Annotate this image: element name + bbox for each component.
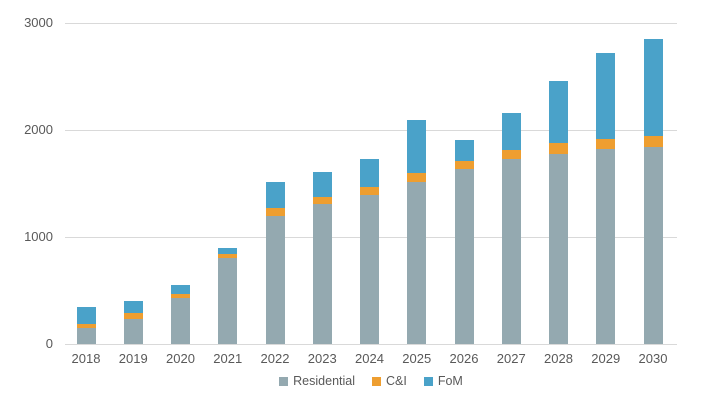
bar-segment-2028-ci [549, 142, 568, 154]
bar-segment-2022-ci [265, 207, 285, 216]
bar-segment-2018-ci [76, 323, 96, 329]
x-tick-label-2025: 2025 [402, 351, 432, 366]
gridline-y0 [65, 344, 677, 345]
bar-segment-2022-residential [265, 215, 285, 344]
bar-segment-2019-fom [123, 301, 143, 313]
legend-item-residential: Residential [279, 374, 355, 388]
bar-segment-2023-fom [312, 172, 332, 197]
bar-segment-2018-fom [76, 307, 96, 324]
bar-segment-2025-fom [407, 120, 427, 174]
bar-segment-2026-ci [454, 161, 474, 169]
bar-segment-2019-ci [123, 312, 143, 320]
bar-segment-2027-fom [501, 112, 521, 150]
bar-segment-2025-ci [407, 173, 427, 182]
legend-swatch-icon [423, 376, 433, 386]
x-tick-label-2024: 2024 [355, 351, 384, 366]
bar-segment-2024-residential [360, 195, 379, 344]
x-tick-label-2030: 2030 [638, 351, 668, 366]
x-tick-label-2029: 2029 [591, 351, 621, 366]
bar-segment-2025-residential [407, 181, 427, 344]
gridline-y2000 [65, 130, 677, 131]
y-tick-label: 2000 [24, 122, 53, 137]
bar-segment-2026-fom [454, 139, 474, 162]
legend: Residential C&I FoM [65, 374, 677, 388]
bar-segment-2029-residential [596, 148, 616, 344]
bar-segment-2030-residential [643, 147, 663, 344]
x-tick-label-2023: 2023 [307, 351, 337, 366]
x-tick-label-2019: 2019 [118, 351, 148, 366]
bar-segment-2021-fom [218, 247, 238, 254]
x-tick-label-2027: 2027 [496, 351, 526, 366]
y-tick-label: 1000 [24, 229, 53, 244]
bar-segment-2018-residential [76, 328, 96, 344]
gridline-y3000 [65, 23, 677, 24]
legend-label: FoM [437, 374, 463, 388]
y-tick-label: 0 [45, 336, 53, 351]
bar-segment-2020-residential [171, 297, 190, 344]
y-tick-label: 3000 [24, 15, 53, 30]
bar-segment-2020-fom [171, 285, 190, 294]
bar-segment-2021-residential [218, 257, 238, 344]
bar-segment-2023-ci [312, 196, 332, 205]
bar-segment-2029-ci [596, 138, 616, 149]
legend-swatch-icon [372, 376, 381, 386]
bar-segment-2021-ci [218, 253, 238, 258]
legend-swatch-icon [279, 376, 289, 386]
legend-label: C&I [386, 374, 407, 388]
bar-segment-2027-residential [501, 158, 521, 344]
bar-segment-2030-ci [643, 135, 663, 148]
legend-item-ci: C&I [372, 374, 407, 388]
legend-item-fom: FoM [423, 374, 463, 388]
bar-segment-2024-ci [360, 187, 379, 196]
bar-segment-2023-residential [312, 204, 332, 344]
bar-segment-2028-residential [549, 153, 568, 344]
bar-segment-2019-residential [123, 319, 143, 344]
x-tick-label-2028: 2028 [544, 351, 573, 366]
x-tick-label-2022: 2022 [260, 351, 290, 366]
x-tick-label-2026: 2026 [449, 351, 479, 366]
x-tick-label-2018: 2018 [71, 351, 101, 366]
bar-segment-2029-fom [596, 53, 616, 139]
bar-segment-2024-fom [360, 158, 379, 188]
x-tick-label-2020: 2020 [166, 351, 195, 366]
bar-segment-2020-ci [171, 293, 190, 298]
bar-segment-2027-ci [501, 149, 521, 159]
bar-segment-2022-fom [265, 181, 285, 208]
legend-label: Residential [293, 374, 355, 388]
bar-segment-2028-fom [549, 80, 568, 143]
x-tick-label-2021: 2021 [213, 351, 243, 366]
bar-segment-2026-residential [454, 168, 474, 344]
bar-segment-2030-fom [643, 39, 663, 136]
